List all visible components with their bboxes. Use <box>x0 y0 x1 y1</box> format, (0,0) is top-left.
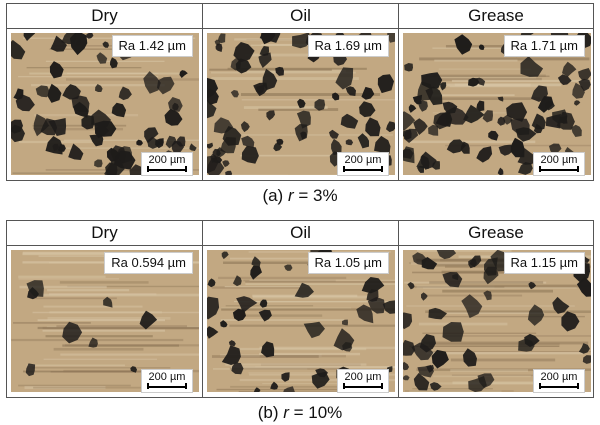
ra-label-dry-a: Ra 1.42 µm <box>111 35 193 57</box>
scale-label: 200 µm <box>344 154 382 166</box>
caption-prefix: (a) <box>262 186 288 205</box>
caption-suffix: = 10% <box>288 403 343 422</box>
scale-line <box>343 166 383 172</box>
caption-prefix: (b) <box>257 403 284 422</box>
micrograph-dry-a <box>11 33 199 175</box>
divider <box>202 246 203 397</box>
scale-line <box>539 383 579 389</box>
scale-line <box>343 383 383 389</box>
header-grease-b: Grease <box>468 223 524 242</box>
ra-label-grease-a: Ra 1.71 µm <box>503 35 585 57</box>
header-dry-a: Dry <box>91 6 118 25</box>
scale-label: 200 µm <box>148 154 186 166</box>
ra-label-oil-a: Ra 1.69 µm <box>307 35 389 57</box>
caption-a: (a) r = 3% <box>0 186 600 206</box>
image-row-b: Ra 0.594 µm Ra 1.05 µm Ra 1.15 µm 200 µm… <box>6 246 594 398</box>
header-dry-b: Dry <box>91 223 118 242</box>
divider <box>398 29 399 180</box>
scale-bar-grease-a: 200 µm <box>533 152 585 176</box>
micrograph-texture <box>403 250 591 392</box>
ra-label-dry-b: Ra 0.594 µm <box>104 252 193 274</box>
header-grease-a: Grease <box>468 6 524 25</box>
micrograph-texture <box>11 33 199 175</box>
scale-bar-grease-b: 200 µm <box>533 369 585 393</box>
divider <box>202 4 203 28</box>
header-row-a: Dry Oil Grease <box>6 3 594 29</box>
header-row-b: Dry Oil Grease <box>6 220 594 246</box>
caption-suffix: = 3% <box>293 186 338 205</box>
image-row-a: Ra 1.42 µm Ra 1.69 µm Ra 1.71 µm 200 µm … <box>6 29 594 181</box>
scale-bar-oil-b: 200 µm <box>337 369 389 393</box>
panel-row-b: Dry Oil Grease Ra 0.594 µm Ra 1.05 µm Ra… <box>6 220 594 398</box>
scale-label: 200 µm <box>344 371 382 383</box>
micrograph-grease-b <box>403 250 591 392</box>
scale-label: 200 µm <box>148 371 186 383</box>
scale-line <box>147 383 187 389</box>
divider <box>398 246 399 397</box>
divider <box>398 221 399 245</box>
divider <box>202 221 203 245</box>
divider <box>202 29 203 180</box>
scale-label: 200 µm <box>540 154 578 166</box>
scale-bar-oil-a: 200 µm <box>337 152 389 176</box>
ra-label-oil-b: Ra 1.05 µm <box>307 252 389 274</box>
caption-variable: r <box>283 403 289 422</box>
panel-row-a: Dry Oil Grease Ra 1.42 µm Ra 1.69 µm Ra … <box>6 3 594 181</box>
header-oil-b: Oil <box>290 223 311 242</box>
scale-line <box>539 166 579 172</box>
scale-line <box>147 166 187 172</box>
divider <box>398 4 399 28</box>
scale-bar-dry-a: 200 µm <box>141 152 193 176</box>
scale-label: 200 µm <box>540 371 578 383</box>
caption-variable: r <box>287 186 294 205</box>
ra-label-grease-b: Ra 1.15 µm <box>503 252 585 274</box>
header-oil-a: Oil <box>290 6 311 25</box>
scale-bar-dry-b: 200 µm <box>141 369 193 393</box>
caption-b: (b) r = 10% <box>0 403 600 423</box>
